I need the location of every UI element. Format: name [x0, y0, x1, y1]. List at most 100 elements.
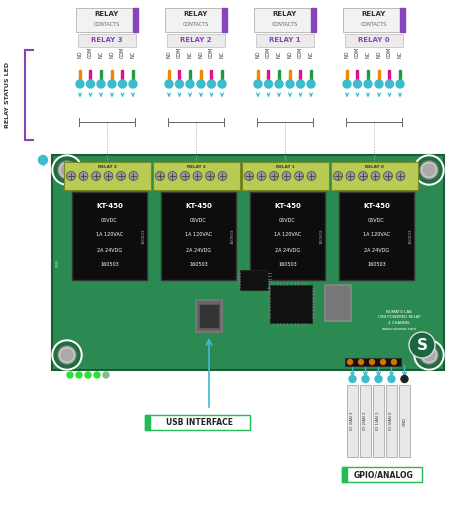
Bar — [360, 385, 371, 457]
Bar — [76, 8, 138, 32]
Circle shape — [52, 340, 82, 370]
Circle shape — [54, 157, 80, 183]
Text: NC: NC — [130, 51, 136, 58]
Text: NO: NO — [199, 51, 203, 58]
Bar — [342, 467, 347, 482]
Circle shape — [346, 172, 355, 180]
Text: NC: NC — [99, 51, 103, 58]
Text: KT-450: KT-450 — [363, 203, 390, 209]
Circle shape — [370, 359, 374, 364]
Circle shape — [118, 80, 127, 88]
Bar — [132, 70, 134, 82]
Text: KT-450: KT-450 — [96, 203, 123, 209]
Circle shape — [396, 172, 405, 180]
Bar — [267, 70, 270, 82]
Bar — [367, 70, 369, 82]
Text: NC: NC — [309, 51, 313, 58]
Circle shape — [286, 80, 294, 88]
Bar — [100, 70, 102, 82]
Bar — [400, 8, 405, 32]
Circle shape — [254, 80, 262, 88]
Bar — [278, 70, 280, 82]
Circle shape — [129, 172, 138, 180]
Text: NC: NC — [398, 51, 402, 58]
Text: CONTACTS: CONTACTS — [183, 22, 209, 26]
Text: RELAY 3: RELAY 3 — [91, 38, 123, 43]
Bar — [257, 70, 259, 82]
Text: 05VDC: 05VDC — [279, 218, 296, 222]
Text: RELAY: RELAY — [362, 11, 386, 17]
Text: NO: NO — [109, 51, 115, 58]
Text: NC: NC — [219, 51, 225, 58]
Circle shape — [383, 172, 392, 180]
Bar — [121, 70, 124, 82]
Text: 160503: 160503 — [278, 263, 297, 267]
Text: GND: GND — [402, 417, 407, 425]
Circle shape — [76, 372, 82, 378]
Bar — [52, 155, 444, 370]
Text: 2A 24VDG: 2A 24VDG — [364, 248, 389, 252]
Text: RELAY 1: RELAY 1 — [269, 38, 301, 43]
Circle shape — [381, 359, 385, 364]
Text: KT-450: KT-450 — [274, 203, 301, 209]
Circle shape — [181, 172, 190, 180]
Circle shape — [416, 157, 442, 183]
Circle shape — [103, 372, 109, 378]
Circle shape — [416, 342, 442, 368]
Circle shape — [218, 80, 226, 88]
Text: NO: NO — [78, 51, 82, 58]
Bar — [189, 70, 191, 82]
Bar — [200, 70, 202, 82]
Circle shape — [58, 346, 76, 364]
Circle shape — [401, 375, 408, 383]
Text: 1A 120VAC: 1A 120VAC — [96, 233, 123, 237]
Circle shape — [193, 172, 202, 180]
Circle shape — [117, 172, 126, 180]
Text: RELAY 2: RELAY 2 — [180, 38, 212, 43]
Circle shape — [52, 155, 82, 185]
Bar — [145, 415, 250, 430]
Circle shape — [414, 340, 444, 370]
Circle shape — [91, 172, 100, 180]
Text: NO: NO — [288, 51, 292, 58]
Bar — [133, 8, 138, 32]
Circle shape — [165, 80, 173, 88]
Text: NC: NC — [276, 51, 282, 58]
Bar — [289, 70, 291, 82]
Bar — [221, 70, 223, 82]
Circle shape — [307, 172, 316, 180]
Circle shape — [414, 155, 444, 185]
Bar — [331, 162, 418, 190]
Circle shape — [129, 80, 137, 88]
Circle shape — [297, 80, 304, 88]
Bar — [90, 70, 91, 82]
Circle shape — [108, 80, 116, 88]
Text: RELAY 3: RELAY 3 — [98, 165, 117, 169]
Circle shape — [67, 372, 73, 378]
Bar — [254, 8, 316, 32]
Bar — [343, 8, 405, 32]
Bar — [79, 70, 81, 82]
Text: RELAY: RELAY — [184, 11, 208, 17]
Circle shape — [334, 172, 343, 180]
Text: COM: COM — [355, 47, 360, 58]
Bar — [345, 358, 401, 366]
Bar — [342, 467, 422, 482]
Text: RNS: RNS — [56, 258, 60, 267]
Text: NC: NC — [365, 51, 371, 58]
Text: 1A 120VAC: 1A 120VAC — [185, 233, 212, 237]
Text: RELAY STATUS LED: RELAY STATUS LED — [6, 62, 10, 128]
Circle shape — [206, 172, 215, 180]
Text: 2A 24VDG: 2A 24VDG — [186, 248, 211, 252]
Text: COM: COM — [120, 47, 125, 58]
Circle shape — [375, 375, 382, 383]
Text: RELAY: RELAY — [273, 11, 297, 17]
Bar — [210, 70, 212, 82]
Circle shape — [257, 172, 266, 180]
Bar — [111, 70, 113, 82]
Circle shape — [245, 172, 254, 180]
Circle shape — [294, 172, 303, 180]
Circle shape — [385, 80, 393, 88]
Circle shape — [264, 80, 273, 88]
Circle shape — [409, 332, 435, 358]
